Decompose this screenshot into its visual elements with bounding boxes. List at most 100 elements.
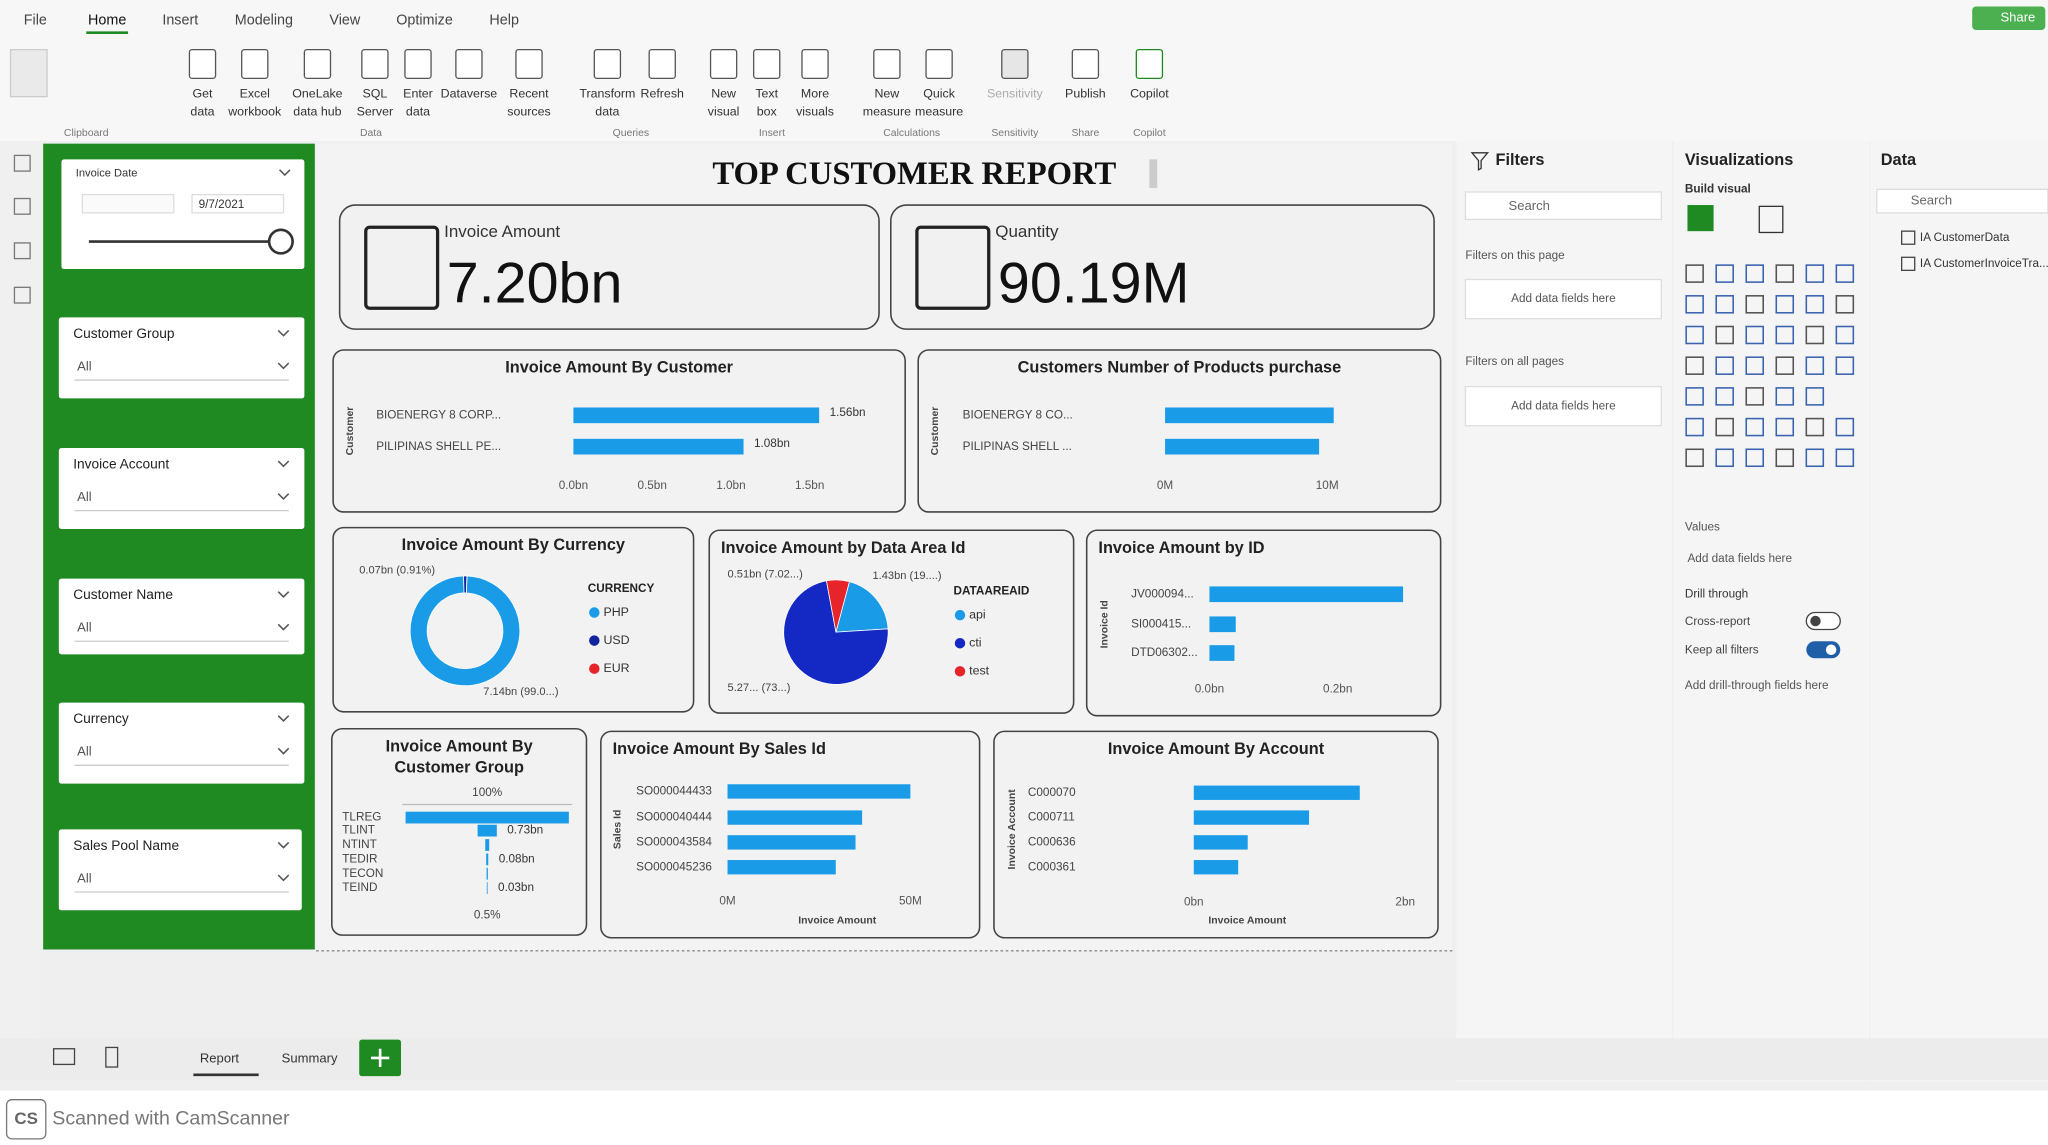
ribbon-button[interactable]: Publish bbox=[1065, 86, 1106, 100]
ribbon-button[interactable]: Quick bbox=[923, 86, 955, 100]
ribbon-button[interactable]: data bbox=[406, 105, 430, 119]
ribbon-button[interactable]: data bbox=[190, 105, 214, 119]
ribbon-button[interactable]: New bbox=[874, 86, 899, 100]
build-icon bbox=[1687, 205, 1714, 232]
x-tick-label: 1.0bn bbox=[716, 479, 745, 492]
page-tab[interactable]: Report bbox=[200, 1051, 240, 1066]
ribbon-icon bbox=[709, 48, 738, 80]
slicer-title: Customer Name bbox=[73, 587, 173, 602]
ribbon-button[interactable]: Dataverse bbox=[441, 86, 498, 100]
menu-tab[interactable]: Optimize bbox=[396, 13, 453, 29]
data-label: 0.03bn bbox=[498, 881, 534, 894]
bar bbox=[1209, 586, 1404, 603]
menu-tab[interactable]: Help bbox=[489, 13, 519, 29]
card bbox=[890, 204, 1435, 330]
y-tick-label: C000361 bbox=[1028, 860, 1076, 873]
visual-type-icon bbox=[1805, 295, 1825, 314]
y-tick-label: SO000043584 bbox=[636, 836, 712, 849]
search-placeholder[interactable]: Search bbox=[1911, 193, 1952, 208]
category-label: TECON bbox=[342, 867, 383, 880]
page-bar bbox=[0, 1038, 2048, 1081]
slicer-value: 9/7/2021 bbox=[199, 198, 245, 211]
visual-type-icon bbox=[1775, 356, 1795, 375]
page-tab[interactable]: Summary bbox=[282, 1051, 338, 1066]
ribbon-button[interactable]: More bbox=[801, 86, 829, 100]
table-name[interactable]: IA CustomerInvoiceTra... bbox=[1920, 257, 2048, 270]
visual-type-icon bbox=[1805, 387, 1825, 406]
visual-type-icon bbox=[1745, 264, 1764, 283]
x-axis-title: Invoice Amount bbox=[1208, 916, 1286, 927]
menu-tab[interactable]: Home bbox=[88, 13, 126, 29]
chevron bbox=[277, 715, 290, 723]
slicer-value[interactable]: All bbox=[77, 489, 92, 504]
y-tick-label: SO000040444 bbox=[636, 811, 712, 824]
chart-frame bbox=[331, 727, 588, 936]
visual-type-icon bbox=[1685, 325, 1704, 345]
ribbon-button[interactable]: box bbox=[757, 105, 778, 119]
slicer-value[interactable]: All bbox=[77, 744, 92, 759]
bar bbox=[1165, 438, 1320, 455]
ribbon-button[interactable]: Sensitivity bbox=[987, 86, 1044, 100]
ribbon-button[interactable]: Refresh bbox=[641, 86, 684, 100]
ribbon-button[interactable]: New bbox=[711, 86, 736, 100]
ribbon-button[interactable]: Server bbox=[357, 105, 394, 119]
ribbon-button[interactable]: Copilot bbox=[1130, 86, 1169, 100]
bar bbox=[573, 407, 820, 424]
card-icon bbox=[915, 225, 991, 310]
slicer-value[interactable]: All bbox=[77, 358, 92, 373]
ribbon-button[interactable]: measure bbox=[863, 105, 911, 119]
ribbon-button[interactable]: Enter bbox=[403, 86, 433, 100]
table-name[interactable]: IA CustomerData bbox=[1920, 231, 2010, 244]
x-axis-title: Invoice Amount bbox=[798, 916, 876, 927]
visual-type-icon bbox=[1715, 325, 1734, 345]
ribbon-group: Copilot bbox=[1133, 128, 1166, 139]
data-label: 1.43bn (19....) bbox=[873, 570, 942, 582]
menu-tab[interactable]: View bbox=[329, 13, 360, 29]
ribbon-group: Clipboard bbox=[64, 128, 109, 139]
ribbon-button[interactable]: measure bbox=[915, 105, 963, 119]
legend-label: EUR bbox=[603, 661, 629, 675]
visual-type-icon bbox=[1715, 417, 1734, 437]
badge-box bbox=[5, 1099, 47, 1140]
pane-title: Filters bbox=[1495, 151, 1544, 169]
slicer-value[interactable]: All bbox=[77, 620, 92, 635]
funnel-top-label: 100% bbox=[472, 786, 503, 799]
data-label: 1.56bn bbox=[830, 406, 866, 419]
ribbon-button[interactable]: Excel bbox=[240, 86, 270, 100]
ribbon-icon bbox=[303, 48, 332, 80]
slicer-value[interactable]: All bbox=[77, 870, 92, 885]
bar bbox=[1165, 407, 1334, 424]
drop-zone bbox=[1464, 278, 1662, 320]
visual-type-icon bbox=[1745, 417, 1764, 437]
ribbon-button[interactable]: visual bbox=[708, 105, 740, 119]
ribbon-button[interactable]: sources bbox=[507, 105, 550, 119]
ribbon-button[interactable]: SQL bbox=[363, 86, 388, 100]
visual-type-icon bbox=[1745, 448, 1764, 468]
ribbon-button[interactable]: workbook bbox=[227, 105, 282, 119]
visual-type-icon bbox=[1835, 356, 1855, 375]
bar bbox=[1193, 785, 1360, 800]
ribbon-button[interactable]: visuals bbox=[796, 105, 834, 119]
chart-title: Invoice Amount By bbox=[386, 737, 533, 755]
ribbon-button[interactable]: data bbox=[595, 105, 619, 119]
section-label: Values bbox=[1685, 521, 1720, 534]
ribbon-icon bbox=[925, 48, 953, 80]
nav-icon bbox=[13, 286, 31, 304]
menu-tab[interactable]: File bbox=[24, 13, 47, 29]
search-placeholder[interactable]: Search bbox=[1509, 198, 1550, 213]
menu-tab[interactable]: Insert bbox=[162, 13, 198, 29]
y-axis-title: Sales Id bbox=[613, 810, 624, 849]
drop-label: Add data fields here bbox=[1511, 399, 1616, 412]
chart-title: Invoice Amount by ID bbox=[1098, 539, 1264, 557]
share-label[interactable]: Share bbox=[2000, 10, 2035, 25]
bar bbox=[1193, 835, 1248, 850]
ribbon-button[interactable]: OneLake bbox=[292, 86, 342, 100]
visual-type-icon bbox=[1715, 356, 1734, 375]
slice bbox=[835, 581, 889, 633]
menu-tab[interactable]: Modeling bbox=[235, 13, 293, 29]
ribbon-button[interactable]: Recent bbox=[509, 86, 549, 100]
ribbon-button[interactable]: Get bbox=[193, 86, 214, 100]
ribbon-button[interactable]: Transform bbox=[579, 86, 635, 100]
ribbon-button[interactable]: Text bbox=[755, 86, 778, 100]
ribbon-button[interactable]: data hub bbox=[293, 105, 341, 119]
